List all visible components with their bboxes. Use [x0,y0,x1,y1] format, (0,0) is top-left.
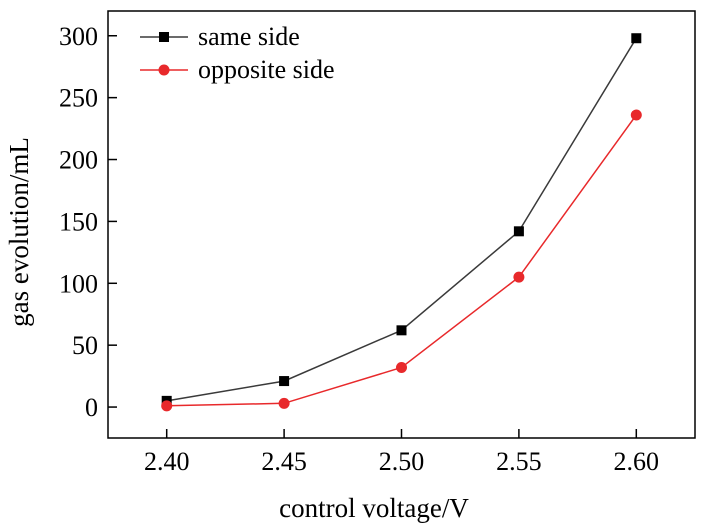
legend-marker-1 [159,32,169,42]
series-layer [161,33,642,412]
series-1-point [631,33,642,44]
series-2-point [513,271,525,283]
y-tick-label: 100 [59,269,98,298]
y-tick-label: 150 [59,207,98,236]
y-tick-label: 50 [72,331,98,360]
series-2-point [161,400,173,412]
series-1-point [396,325,407,336]
x-tick-label: 2.60 [614,447,660,476]
y-tick-label: 200 [59,146,98,175]
series-1-point [513,226,524,237]
x-axis: 2.40 2.45 2.50 2.55 2.60 [144,429,659,476]
x-tick-label: 2.50 [379,447,425,476]
y-tick-label: 300 [59,22,98,51]
x-tick-label: 2.55 [496,447,542,476]
legend-label-2: opposite side [198,55,335,84]
series-2-point [630,109,642,121]
y-axis-title: gas evolution/mL [4,137,34,327]
series-line-1 [166,37,637,402]
y-tick-label: 0 [85,393,98,422]
plot-frame [107,10,696,439]
x-tick-label: 2.45 [261,447,307,476]
x-axis-title: control voltage/V [279,493,469,523]
series-2-point [396,361,407,373]
y-axis: 0 50 100 150 200 250 300 [59,22,117,422]
x-tick-label: 2.40 [144,447,190,476]
legend-label-1: same side [198,22,300,51]
legend: same side opposite side [140,22,335,84]
series-1-point [279,376,290,387]
series-2-point [278,397,290,409]
y-tick-label: 250 [59,84,98,113]
legend-marker-2 [158,64,170,76]
